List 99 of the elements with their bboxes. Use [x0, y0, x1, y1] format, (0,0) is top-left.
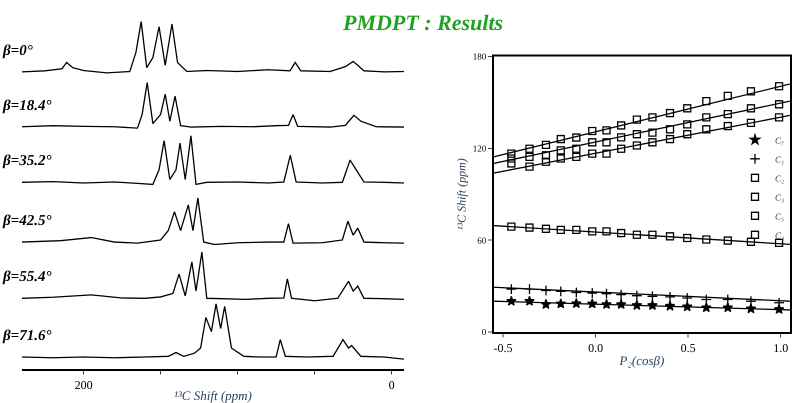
x-axis-title: ¹³C Shift (ppm) [174, 388, 252, 403]
point [746, 87, 756, 96]
x-tick-label: 200 [74, 378, 93, 392]
point [616, 289, 627, 300]
point [774, 100, 784, 108]
point [616, 121, 626, 130]
y-tick-label: 60 [477, 235, 487, 246]
point [507, 159, 516, 168]
y-tick-label: 120 [472, 143, 487, 154]
point [724, 110, 732, 118]
point [632, 141, 642, 150]
point [602, 126, 611, 135]
point [746, 118, 756, 128]
series-label: β=55.4° [2, 269, 52, 285]
x-tick-label: 1.0 [773, 341, 788, 356]
y-tick-label: 0 [482, 327, 487, 338]
legend-label: C₁ [775, 154, 784, 164]
point [702, 235, 710, 244]
point [556, 226, 565, 234]
x-axis-title: P₂(cosβ) [618, 353, 664, 368]
point [632, 130, 642, 138]
legend-label: C₂ [775, 173, 784, 184]
point [602, 149, 611, 158]
point [588, 138, 596, 146]
legend-label: C₅ [775, 211, 784, 222]
point [542, 151, 550, 160]
point [646, 290, 658, 302]
point [540, 284, 552, 296]
point [683, 130, 692, 138]
point [664, 291, 676, 302]
point [616, 133, 626, 142]
chart-title: PMDPT : Results [342, 10, 504, 35]
legend-label: C₇ [775, 135, 784, 146]
point [572, 226, 580, 234]
series-label: β=42.5° [2, 213, 52, 229]
point [648, 128, 657, 137]
point [588, 126, 596, 136]
point [683, 120, 692, 129]
point [524, 284, 536, 295]
point [702, 96, 710, 106]
point [556, 146, 565, 155]
point [616, 228, 626, 238]
point [525, 162, 534, 171]
point [632, 115, 642, 124]
point [572, 133, 580, 142]
point [570, 286, 582, 298]
point [600, 288, 612, 300]
point [683, 234, 692, 242]
point [525, 144, 534, 153]
point [542, 140, 550, 150]
point [666, 134, 674, 144]
series-label: β=71.6° [2, 328, 52, 344]
point [648, 113, 657, 122]
point [746, 104, 756, 112]
point [507, 149, 516, 158]
point [648, 230, 657, 239]
point [542, 158, 550, 166]
point [666, 108, 674, 118]
point [542, 224, 550, 233]
point [525, 152, 534, 161]
point [702, 125, 710, 134]
point [724, 236, 732, 245]
point [632, 230, 642, 239]
point [586, 288, 598, 299]
point [631, 290, 642, 302]
point [555, 286, 566, 297]
point [648, 138, 657, 146]
point [507, 222, 516, 231]
point [702, 113, 710, 122]
point [556, 134, 565, 144]
point [588, 227, 596, 236]
legend-label: C₄ [775, 230, 784, 240]
point [774, 82, 784, 90]
y-tick-label: 180 [472, 52, 487, 62]
x-tick-label: 0.0 [588, 341, 604, 356]
point [572, 152, 580, 161]
point [602, 227, 611, 236]
series-label: β=35.2° [2, 153, 52, 169]
x-tick-label: -0.5 [494, 341, 513, 356]
point [774, 113, 784, 122]
point [666, 232, 674, 240]
legend-label: C₃ [775, 192, 784, 202]
point [724, 92, 732, 100]
point [746, 238, 756, 246]
point [588, 149, 596, 158]
point [556, 154, 565, 163]
point [616, 144, 626, 153]
x-tick-label: 0.5 [680, 341, 696, 356]
point [507, 154, 516, 163]
series-label: β=18.4° [2, 98, 52, 114]
series-label: β=0° [2, 43, 33, 59]
point [724, 122, 732, 130]
point [525, 223, 534, 232]
point [666, 125, 674, 134]
point [683, 104, 692, 112]
point [602, 138, 611, 146]
y-axis-title: ¹³C Shift (ppm) [454, 158, 468, 230]
point [506, 284, 517, 295]
point [572, 144, 580, 153]
